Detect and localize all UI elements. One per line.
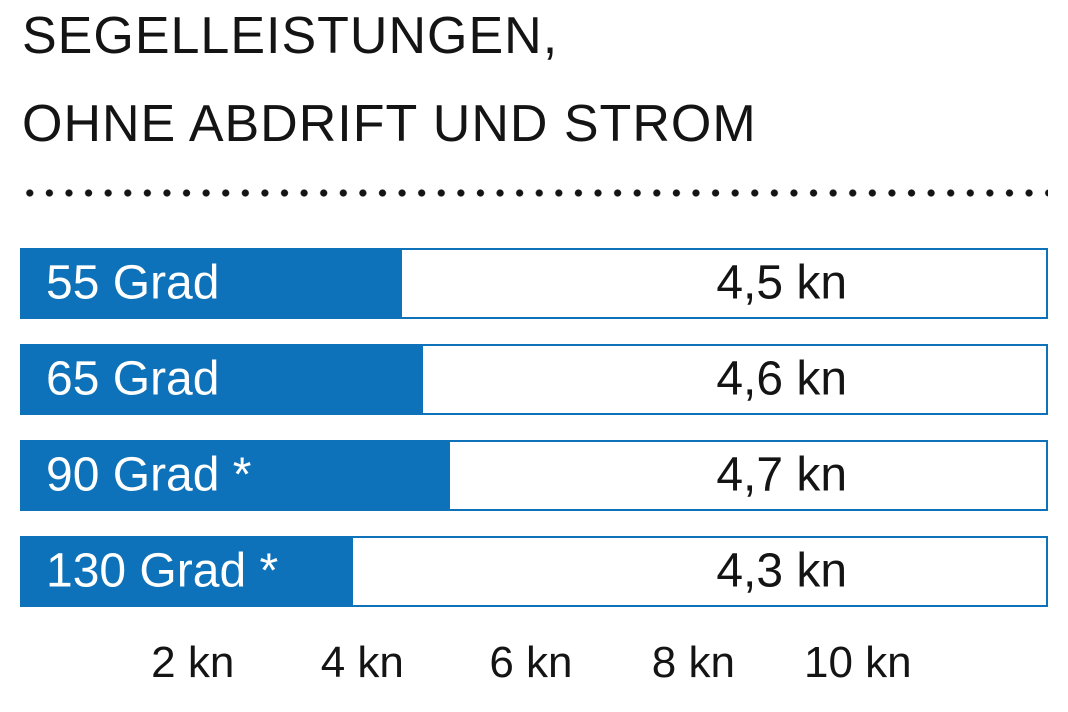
bar-value-label: 4,6 kn [716, 351, 848, 405]
x-axis: 2 kn 4 kn 6 kn 8 kn 10 kn [20, 632, 1048, 692]
bar-value-label: 4,3 kn [716, 543, 848, 597]
x-axis-tick-10kn: 10 kn [803, 638, 912, 687]
bar-fill: 130 Grad * [20, 536, 354, 607]
chart-header: SEGELLEISTUNGEN, OHNE ABDRIFT UND STROM [0, 0, 1068, 156]
bar-row-65-grad: 65 Grad 4,6 kn [20, 344, 1048, 415]
bar-row-130-grad: 130 Grad * 4,3 kn [20, 536, 1048, 607]
bar-category-label: 90 Grad * [46, 447, 252, 501]
bar-category-label: 65 Grad [46, 351, 220, 405]
bar-category-label: 130 Grad * [46, 543, 279, 597]
x-axis-tick-4kn: 4 kn [320, 638, 404, 687]
bar-fill: 65 Grad [20, 344, 423, 415]
chart-title-line1: SEGELLEISTUNGEN, [22, 7, 559, 65]
bar-fill: 90 Grad * [20, 440, 450, 511]
bar-row-55-grad: 55 Grad 4,5 kn [20, 248, 1048, 319]
bar-row-90-grad: 90 Grad * 4,7 kn [20, 440, 1048, 511]
x-axis-tick-2kn: 2 kn [151, 638, 235, 687]
bar-fill: 55 Grad [20, 248, 403, 319]
x-axis-tick-6kn: 6 kn [489, 638, 573, 687]
chart-title-line2: OHNE ABDRIFT UND STROM [22, 95, 757, 153]
dotted-divider [20, 188, 1048, 198]
x-axis-tick-8kn: 8 kn [651, 638, 735, 687]
bar-chart: 55 Grad 4,5 kn 65 Grad 4,6 kn 90 Grad * … [20, 248, 1048, 607]
bar-value-label: 4,5 kn [716, 255, 848, 309]
bar-value-label: 4,7 kn [716, 447, 848, 501]
bar-category-label: 55 Grad [46, 255, 220, 309]
